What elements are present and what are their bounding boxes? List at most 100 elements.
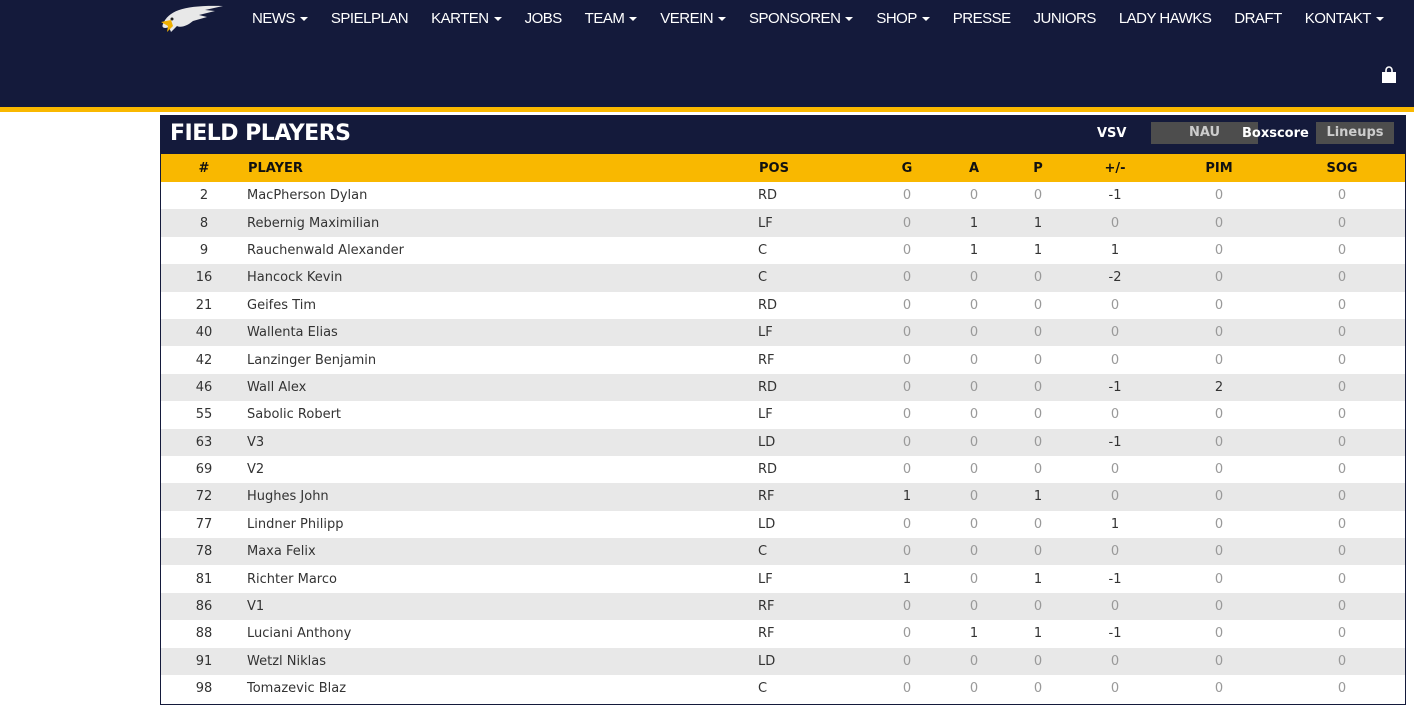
cell-player: Sabolic Robert: [247, 407, 342, 423]
table-row: 21 Geifes Tim RD 0 0 0 0 0 0: [161, 292, 1405, 319]
cell-pos: RF: [758, 489, 775, 505]
table-row: 72 Hughes John RF 1 0 1 0 0 0: [161, 483, 1405, 511]
cell-points: 0: [1033, 653, 1043, 669]
nav-item-karten[interactable]: KARTEN: [431, 10, 502, 27]
cell-goals: 0: [902, 188, 912, 204]
cell-sog: 0: [1337, 571, 1347, 587]
table-row: 8 Rebernig Maximilian LF 0 1 1 0 0 0: [161, 209, 1405, 237]
cell-pos: LF: [758, 215, 773, 231]
field-players-table: # PLAYER POS G A P +/- PIM SOG 2 MacPherson Dylan…: [161, 154, 1405, 702]
nav-item-sponsoren[interactable]: SPONSOREN: [749, 10, 854, 27]
cell-pos: C: [758, 270, 768, 286]
nav-item-label: JOBS: [524, 9, 563, 27]
cell-pos: LD: [758, 516, 776, 532]
table-header-row: # PLAYER POS G A P +/- PIM SOG: [161, 154, 1405, 182]
nav-item-label: JUNIORS: [1033, 9, 1097, 27]
cell-number: 42: [195, 352, 213, 368]
cell-pim: 0: [1214, 352, 1224, 368]
shopping-bag-icon[interactable]: [1381, 66, 1397, 83]
nav-item-team[interactable]: TEAM: [585, 10, 638, 27]
team-tab-vsv[interactable]: VSV: [1097, 126, 1127, 141]
header-points[interactable]: P: [1033, 160, 1043, 176]
nav-item-jobs[interactable]: JOBS: [524, 9, 563, 27]
cell-points: 1: [1033, 571, 1043, 587]
header-plus-minus[interactable]: +/-: [1104, 160, 1126, 176]
cell-plus-minus: 1: [1110, 242, 1120, 258]
top-navbar: NEWS SPIELPLAN KARTEN JOBS TEAM VEREIN SPONSOR…: [0, 0, 1414, 112]
cell-assists: 0: [969, 379, 979, 395]
cell-assists: 0: [969, 407, 979, 423]
cell-goals: 0: [902, 462, 912, 478]
nav-item-spielplan[interactable]: SPIELPLAN: [331, 10, 409, 27]
cell-plus-minus: 0: [1110, 653, 1120, 669]
cell-pim: 0: [1214, 434, 1224, 450]
cell-plus-minus: -1: [1108, 188, 1122, 204]
main-menu: NEWS SPIELPLAN KARTEN JOBS TEAM VEREIN SPONSOR…: [252, 0, 1384, 36]
nav-item-label: LADY HAWKS: [1118, 9, 1212, 27]
cell-assists: 1: [969, 242, 979, 258]
cell-number: 91: [195, 653, 213, 669]
header-number[interactable]: #: [198, 160, 210, 176]
team-tab-nau[interactable]: NAU: [1151, 122, 1258, 144]
nav-item-news[interactable]: NEWS: [252, 10, 308, 27]
header-assists[interactable]: A: [968, 160, 980, 176]
cell-points: 0: [1033, 270, 1043, 286]
cell-goals: 0: [902, 325, 912, 341]
lineups-tab[interactable]: Lineups: [1316, 122, 1394, 144]
cell-pim: 0: [1214, 626, 1224, 642]
cell-sog: 0: [1337, 297, 1347, 313]
cell-goals: 0: [902, 653, 912, 669]
boxscore-tab[interactable]: Boxscore: [1242, 126, 1309, 141]
eagle-logo[interactable]: [155, 2, 225, 34]
cell-number: 21: [195, 297, 213, 313]
header-pim[interactable]: PIM: [1205, 160, 1233, 176]
cell-assists: 0: [969, 325, 979, 341]
cell-plus-minus: 0: [1110, 489, 1120, 505]
cell-pim: 0: [1214, 653, 1224, 669]
nav-item-label: SHOP: [876, 9, 917, 27]
nav-item-shop[interactable]: SHOP: [876, 10, 930, 27]
caret-down-icon: [493, 16, 502, 21]
cell-goals: 0: [902, 352, 912, 368]
caret-down-icon: [629, 16, 638, 21]
table-row: 91 Wetzl Niklas LD 0 0 0 0 0 0: [161, 647, 1405, 676]
cell-pim: 0: [1214, 242, 1224, 258]
nav-item-lady-hawks[interactable]: LADY HAWKS: [1119, 10, 1212, 27]
caret-down-icon: [845, 16, 854, 21]
cell-player: Rebernig Maximilian: [247, 215, 380, 231]
nav-item-draft[interactable]: DRAFT: [1234, 10, 1282, 27]
cell-player: Luciani Anthony: [247, 626, 352, 642]
cell-player: Tomazevic Blaz: [247, 681, 347, 697]
header-player[interactable]: PLAYER: [248, 160, 303, 176]
cell-pos: RF: [758, 599, 775, 615]
cell-plus-minus: 0: [1110, 544, 1120, 560]
cell-number: 8: [199, 215, 209, 231]
cell-points: 0: [1033, 188, 1043, 204]
cell-pim: 0: [1214, 489, 1224, 505]
cell-pim: 0: [1214, 599, 1224, 615]
cell-sog: 0: [1337, 681, 1347, 697]
nav-item-label: VEREIN: [660, 9, 714, 27]
cell-pos: RF: [758, 626, 775, 642]
cell-sog: 0: [1337, 462, 1347, 478]
cell-number: 77: [195, 516, 213, 532]
cell-goals: 0: [902, 434, 912, 450]
cell-assists: 0: [969, 516, 979, 532]
cell-number: 2: [199, 188, 209, 204]
nav-item-label: KONTAKT: [1304, 9, 1372, 27]
header-goals[interactable]: G: [901, 160, 913, 176]
nav-item-verein[interactable]: VEREIN: [660, 9, 727, 27]
header-pos[interactable]: POS: [759, 160, 789, 176]
cell-sog: 0: [1337, 489, 1347, 505]
table-row: 9 Rauchenwald Alexander C 0 1 1 1 0 0: [161, 237, 1405, 264]
cell-assists: 0: [969, 352, 979, 368]
table-row: 86 V1 RF 0 0 0 0 0 0: [161, 592, 1405, 621]
cell-plus-minus: 1: [1110, 516, 1120, 532]
nav-item-kontakt[interactable]: KONTAKT: [1305, 10, 1384, 27]
cell-pos: LF: [758, 407, 773, 423]
nav-item-juniors[interactable]: JUNIORS: [1033, 9, 1097, 27]
cell-plus-minus: 0: [1110, 599, 1120, 615]
table-row: 55 Sabolic Robert LF 0 0 0 0 0 0: [161, 401, 1405, 428]
header-sog[interactable]: SOG: [1326, 160, 1358, 176]
nav-item-presse[interactable]: PRESSE: [953, 10, 1011, 27]
